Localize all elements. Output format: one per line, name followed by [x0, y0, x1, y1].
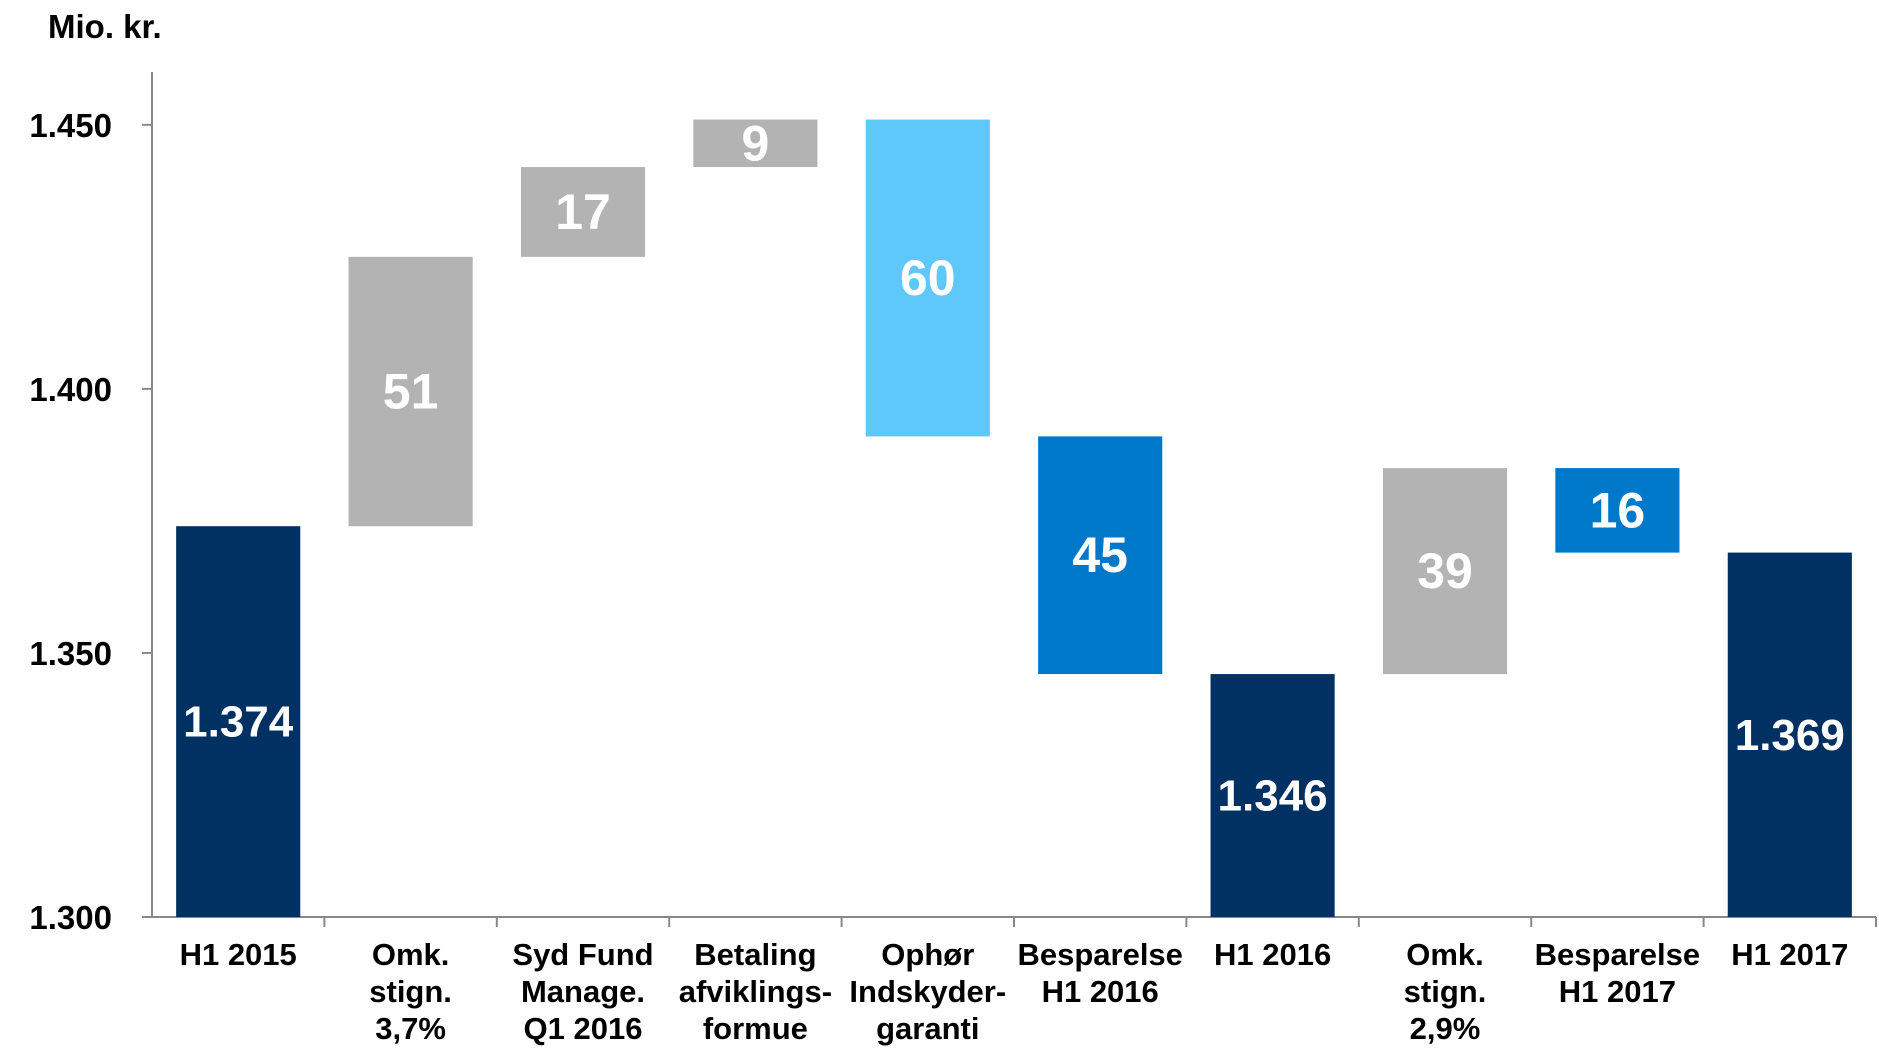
- bar: [693, 119, 818, 168]
- value-label: 45: [1072, 527, 1128, 583]
- bar: [1555, 468, 1680, 553]
- x-tick-label: Omk. stign. 2,9%: [1404, 937, 1487, 1046]
- value-label: 60: [900, 250, 956, 306]
- value-label: 9: [741, 115, 769, 171]
- x-tick-label-line: Manage.: [521, 974, 645, 1009]
- bar: [1727, 552, 1852, 917]
- value-label: 51: [383, 364, 439, 420]
- x-tick-label-line: Betaling: [694, 937, 816, 972]
- bar: [520, 167, 646, 257]
- value-label: 1.369: [1735, 711, 1845, 760]
- value-label: 39: [1417, 543, 1473, 599]
- x-tick-label-line: stign.: [369, 974, 452, 1009]
- x-tick-label: H1 2016: [1214, 937, 1331, 972]
- bar: [348, 256, 473, 527]
- value-label: 17: [555, 184, 611, 240]
- y-tick-label: 1.450: [29, 107, 112, 144]
- x-tick-label: H1 2015: [180, 937, 297, 972]
- bar: [176, 526, 301, 917]
- x-tick-label-line: Omk.: [1406, 937, 1484, 972]
- x-tick-label: Omk. stign. 3,7%: [369, 937, 452, 1046]
- bar: [1382, 468, 1508, 675]
- x-tick-label-line: garanti: [876, 1011, 979, 1046]
- x-tick-label: Syd Fund Manage. Q1 2016: [512, 937, 653, 1046]
- bar: [865, 119, 990, 437]
- bar: [1038, 436, 1163, 675]
- value-label: 1.346: [1218, 772, 1328, 821]
- y-tick-label: 1.300: [29, 899, 112, 936]
- value-label: 16: [1590, 482, 1646, 538]
- x-tick-label: Besparelse H1 2017: [1535, 937, 1700, 1009]
- x-tick-label-line: Ophør: [881, 937, 974, 972]
- x-tick-label: Betaling afviklings-formue: [679, 937, 832, 1046]
- chart-title: Mio. kr.: [48, 8, 162, 45]
- x-tick-label: Besparelse H1 2016: [1017, 937, 1182, 1009]
- x-tick-label-line: Q1 2016: [524, 1011, 643, 1046]
- y-tick-label: 1.350: [29, 635, 112, 672]
- x-tick-label-line: stign.: [1404, 974, 1487, 1009]
- x-tick-label-line: H1 2015: [180, 937, 297, 972]
- x-tick-label-line: H1 2017: [1559, 974, 1676, 1009]
- x-tick-label-line: H1 2016: [1042, 974, 1159, 1009]
- x-tick-label-line: formue: [703, 1011, 808, 1046]
- x-tick-label-line: Besparelse: [1017, 937, 1182, 972]
- x-tick-label-line: Omk.: [372, 937, 450, 972]
- x-tick-label: H1 2017: [1731, 937, 1848, 972]
- x-tick-label: Ophør Indskyder-garanti: [849, 937, 1006, 1046]
- x-tick-label-line: Indskyder-: [849, 974, 1006, 1009]
- y-tick-label: 1.400: [29, 371, 112, 408]
- x-tick-label-line: Besparelse: [1535, 937, 1700, 972]
- x-tick-label-line: 2,9%: [1410, 1011, 1481, 1046]
- x-tick-label-line: H1 2017: [1731, 937, 1848, 972]
- x-tick-label-line: 3,7%: [375, 1011, 446, 1046]
- x-tick-label-line: afviklings-: [679, 974, 832, 1009]
- bar: [1210, 674, 1335, 917]
- x-tick-label-line: H1 2016: [1214, 937, 1331, 972]
- value-label: 1.374: [183, 698, 294, 747]
- x-tick-label-line: Syd Fund: [512, 937, 653, 972]
